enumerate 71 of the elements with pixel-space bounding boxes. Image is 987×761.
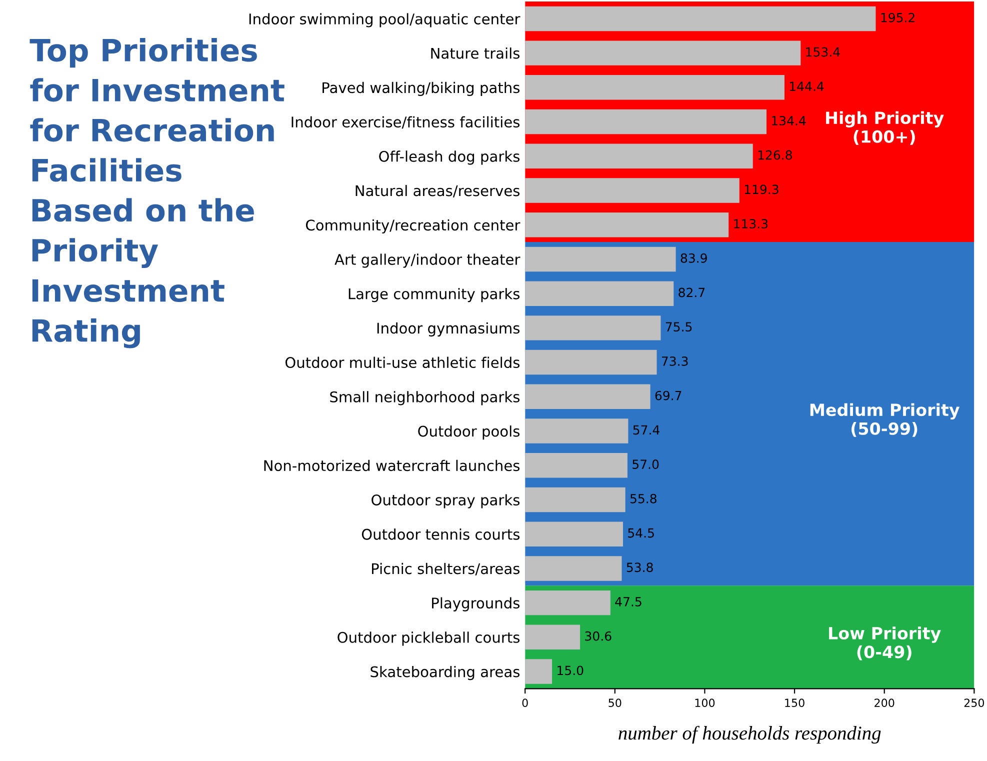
bar xyxy=(525,109,767,134)
data-label: 144.4 xyxy=(790,82,824,91)
y-tick-label: Outdoor pickleball courts xyxy=(338,632,520,646)
bar xyxy=(525,144,753,169)
data-label: 119.3 xyxy=(744,184,778,194)
x-axis-title: number of households responding xyxy=(618,726,881,744)
bar xyxy=(525,350,657,375)
data-label: 47.5 xyxy=(615,597,642,606)
bar xyxy=(525,659,552,684)
data-label: 134.4 xyxy=(772,116,806,126)
bar xyxy=(525,590,610,616)
bar xyxy=(525,418,628,444)
text: Top Priorities for Investment for Recreation Facilities Based on the Priority Investment Rating xyxy=(30,38,284,348)
x-tick-label: 250 xyxy=(964,698,984,708)
y-tick-label: Outdoor spray parks xyxy=(372,494,520,508)
y-tick-label: Outdoor tennis courts xyxy=(362,528,520,540)
data-label: 195.2 xyxy=(881,12,914,22)
bar xyxy=(525,246,676,272)
y-tick-label: Indoor gymnasiums xyxy=(377,322,520,337)
y-tick-label: Indoor swimming pool/aquatic center xyxy=(249,13,520,28)
bar xyxy=(525,384,650,410)
y-tick-label: Playgrounds xyxy=(432,597,520,612)
bar xyxy=(525,556,622,581)
y-tick-label: Off-leash dog parks xyxy=(379,150,520,165)
band-label: High Priority (100+) xyxy=(826,111,944,145)
data-label: 30.6 xyxy=(585,631,612,641)
bar xyxy=(525,487,626,512)
data-label: 54.5 xyxy=(628,528,654,538)
y-tick-label: Large community parks xyxy=(348,288,520,302)
data-label: 53.8 xyxy=(626,562,653,572)
data-label: 55.8 xyxy=(630,494,656,504)
data-label: 69.7 xyxy=(655,390,682,400)
bar xyxy=(525,6,876,32)
x-tick-label: 50 xyxy=(608,698,622,708)
y-tick-label: Skateboarding areas xyxy=(370,666,520,680)
bar xyxy=(525,212,729,238)
data-label: 75.5 xyxy=(666,322,692,332)
x-tick-label: 100 xyxy=(695,698,715,708)
bar xyxy=(525,453,628,478)
y-tick-label: Indoor exercise/fitness facilities xyxy=(292,116,520,129)
bar xyxy=(525,40,801,66)
y-tick-label: Nature trails xyxy=(431,48,520,59)
data-label: 153.4 xyxy=(806,47,840,57)
x-tick-label: 200 xyxy=(874,698,894,708)
data-label: 57.0 xyxy=(632,460,659,469)
y-tick-label: Community/recreation center xyxy=(306,219,520,234)
y-tick-label: Non-motorized watercraft launches xyxy=(264,460,520,472)
band-label: Low Priority (0-49) xyxy=(829,626,941,660)
data-label: 73.3 xyxy=(662,356,688,366)
data-label: 113.3 xyxy=(734,219,768,228)
x-tick-label: 150 xyxy=(785,698,804,708)
bar xyxy=(525,281,674,306)
data-label: 57.4 xyxy=(633,425,660,435)
y-tick-label: Outdoor pools xyxy=(418,425,520,440)
bar xyxy=(525,624,580,650)
band-label: Medium Priority (50-99) xyxy=(810,403,960,437)
y-tick-label: Small neighborhood parks xyxy=(330,391,520,406)
bar xyxy=(525,316,661,340)
y-tick-label: Picnic shelters/areas xyxy=(372,562,520,576)
y-tick-label: Outdoor multi-use athletic fields xyxy=(285,356,520,368)
data-label: 82.7 xyxy=(678,288,705,298)
y-tick-label: Natural areas/reserves xyxy=(356,184,520,198)
bar xyxy=(525,522,623,546)
data-label: 83.9 xyxy=(680,253,707,263)
bar xyxy=(525,75,784,100)
y-tick-label: Paved walking/biking paths xyxy=(322,82,520,96)
data-label: 126.8 xyxy=(758,150,792,160)
y-tick-label: Art gallery/indoor theater xyxy=(334,254,520,268)
bar xyxy=(525,178,740,203)
x-tick-label: 0 xyxy=(522,698,528,708)
data-label: 15.0 xyxy=(558,666,584,676)
